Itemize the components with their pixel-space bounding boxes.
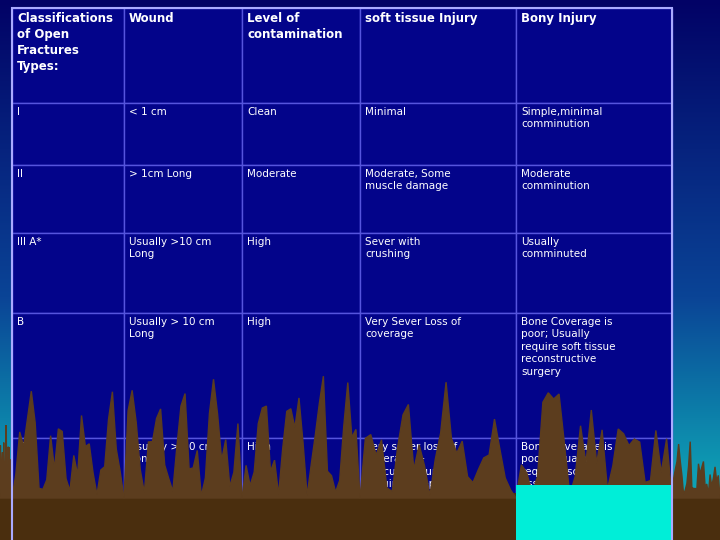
- Bar: [124, 8, 242, 103]
- Text: < 1 cm: < 1 cm: [129, 107, 167, 117]
- Text: > 1cm Long: > 1cm Long: [129, 169, 192, 179]
- Bar: [242, 8, 360, 103]
- Text: soft tissue Injury: soft tissue Injury: [365, 12, 477, 25]
- Bar: [12, 313, 124, 438]
- Polygon shape: [124, 379, 242, 498]
- Bar: [12, 233, 124, 313]
- Bar: [0, 493, 720, 540]
- Text: C: C: [17, 442, 24, 452]
- Text: III A*: III A*: [17, 237, 42, 247]
- Bar: [360, 233, 516, 313]
- Bar: [516, 233, 672, 313]
- Polygon shape: [360, 382, 516, 498]
- Text: Moderate
comminution: Moderate comminution: [521, 169, 590, 191]
- Bar: [124, 313, 242, 438]
- Text: Very sever loss of
coverage +
Vascular Injury
requiring Repair: Very sever loss of coverage + Vascular I…: [365, 442, 457, 489]
- Polygon shape: [12, 391, 124, 498]
- Bar: [516, 103, 672, 165]
- Bar: [124, 103, 242, 165]
- Bar: [360, 8, 516, 103]
- Bar: [124, 438, 242, 540]
- Text: High: High: [247, 442, 271, 452]
- Bar: [516, 8, 672, 103]
- Bar: [516, 485, 672, 503]
- Text: Moderate: Moderate: [247, 169, 297, 179]
- Bar: [242, 233, 360, 313]
- Text: Simple,minimal
comminution: Simple,minimal comminution: [521, 107, 603, 130]
- Text: Bony Injury: Bony Injury: [521, 12, 597, 25]
- Text: Clean: Clean: [247, 107, 276, 117]
- Bar: [12, 438, 124, 540]
- Bar: [516, 165, 672, 233]
- Polygon shape: [516, 393, 672, 498]
- Text: Bone Coverage is
poor; Usually
requires soft
tissue
reconstructive
surgery: Bone Coverage is poor; Usually requires …: [521, 442, 613, 514]
- Text: Moderate, Some
muscle damage: Moderate, Some muscle damage: [365, 169, 451, 191]
- Text: Bone Coverage is
poor; Usually
require soft tissue
reconstructive
surgery: Bone Coverage is poor; Usually require s…: [521, 317, 616, 376]
- Text: II: II: [17, 169, 23, 179]
- Text: Very Sever Loss of
coverage: Very Sever Loss of coverage: [365, 317, 461, 340]
- Bar: [242, 438, 360, 540]
- Text: Minimal: Minimal: [365, 107, 406, 117]
- Polygon shape: [242, 376, 360, 498]
- Text: Level of
contamination: Level of contamination: [247, 12, 343, 41]
- Bar: [124, 165, 242, 233]
- Bar: [360, 165, 516, 233]
- Bar: [516, 493, 672, 540]
- Text: Usually > 10 cm
Long: Usually > 10 cm Long: [129, 317, 215, 340]
- Bar: [12, 103, 124, 165]
- Bar: [242, 313, 360, 438]
- Bar: [124, 233, 242, 313]
- Bar: [12, 165, 124, 233]
- Text: Sever with
crushing: Sever with crushing: [365, 237, 420, 259]
- Text: High: High: [247, 237, 271, 247]
- Text: Classifications
of Open
Fractures
Types:: Classifications of Open Fractures Types:: [17, 12, 113, 73]
- Text: I: I: [17, 107, 20, 117]
- Text: Usually > 10 cm
Long: Usually > 10 cm Long: [129, 442, 215, 464]
- Polygon shape: [0, 425, 12, 498]
- Bar: [242, 103, 360, 165]
- Bar: [516, 438, 672, 540]
- Bar: [242, 165, 360, 233]
- Bar: [360, 103, 516, 165]
- Text: High: High: [247, 317, 271, 327]
- Bar: [516, 313, 672, 438]
- Text: B: B: [17, 317, 24, 327]
- Bar: [360, 313, 516, 438]
- Text: Wound: Wound: [129, 12, 175, 25]
- Bar: [12, 8, 124, 103]
- Text: Usually >10 cm
Long: Usually >10 cm Long: [129, 237, 212, 259]
- Polygon shape: [672, 442, 720, 498]
- Text: Usually
comminuted: Usually comminuted: [521, 237, 587, 259]
- Bar: [360, 438, 516, 540]
